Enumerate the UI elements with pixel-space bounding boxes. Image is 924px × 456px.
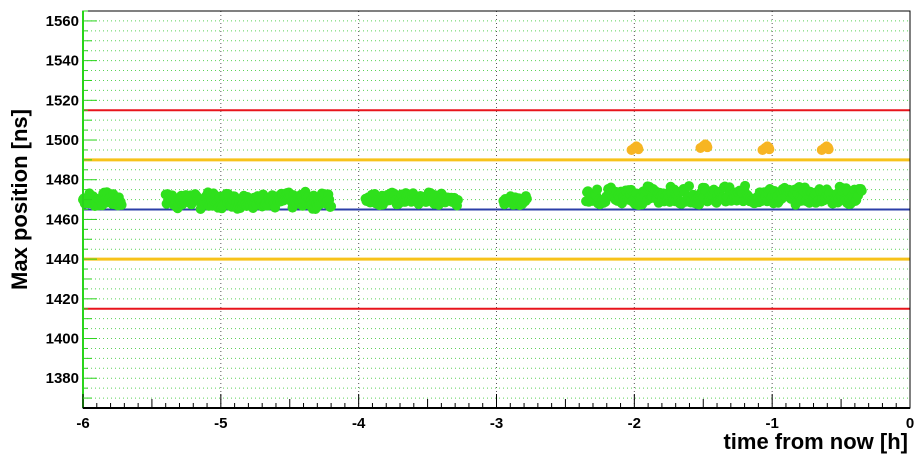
data-points [78,139,867,215]
y-tick-label: 1480 [46,172,79,189]
x-tick-label: 0 [906,415,914,432]
data-point [694,199,705,210]
data-point [452,194,463,205]
x-tick-label: -3 [490,415,503,432]
y-axis-label: Max position [ns] [7,109,32,290]
data-point [684,181,695,192]
x-tick-label: -6 [76,415,89,432]
x-tick-label: -5 [214,415,227,432]
data-point [856,185,867,196]
tick-labels: -6 -5 -4 -3 -2 -1 0 1380 1400 1420 1440 1460 1480 150… [46,13,915,432]
data-point [702,142,713,153]
data-point [592,184,603,195]
data-point [521,193,532,204]
y-tick-label: 1460 [46,211,79,228]
y-tick-label: 1380 [46,370,79,387]
y-tick-label: 1520 [46,92,79,109]
data-point [740,180,751,191]
data-point [633,144,644,155]
x-tick-label: -1 [765,415,778,432]
y-tick-label: 1420 [46,291,79,308]
y-tick-label: 1400 [46,331,79,348]
x-tick-label: -2 [628,415,641,432]
data-point [326,201,337,212]
ticks [82,10,911,408]
data-point [764,144,775,155]
data-point [823,144,834,155]
y-tick-label: 1560 [46,13,79,30]
y-tick-label: 1540 [46,53,79,70]
y-tick-label: 1500 [46,132,79,149]
x-tick-label: -4 [352,415,366,432]
data-point [116,199,127,210]
y-tick-label: 1440 [46,251,79,268]
x-axis-label: time from now [h] [723,429,908,454]
